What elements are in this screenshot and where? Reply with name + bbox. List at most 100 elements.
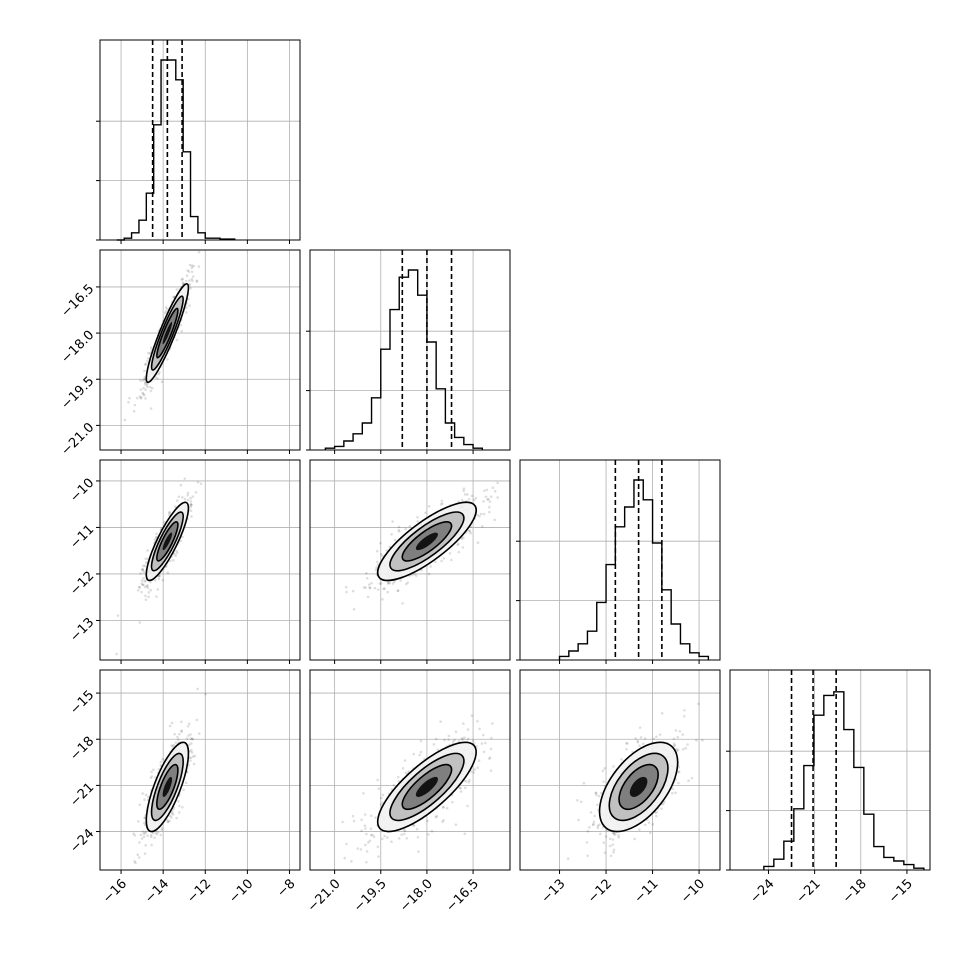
scatter-point bbox=[148, 352, 152, 355]
hist-frame-3 bbox=[729, 669, 931, 871]
scatter-point bbox=[482, 512, 486, 516]
scatter-point bbox=[582, 781, 586, 785]
scatter-point bbox=[133, 834, 137, 837]
scatter-point bbox=[445, 806, 449, 810]
density-core bbox=[162, 532, 173, 551]
scatter-point bbox=[681, 733, 685, 736]
density-core bbox=[162, 322, 173, 345]
scatter-point bbox=[676, 735, 680, 739]
panel-content bbox=[132, 687, 207, 865]
scatter-point bbox=[146, 586, 150, 590]
scatter-point bbox=[171, 745, 175, 748]
scatter-point bbox=[451, 740, 455, 743]
scatter-point bbox=[608, 837, 612, 841]
scatter-point bbox=[145, 561, 148, 565]
scatter-point bbox=[684, 746, 688, 750]
scatter-point bbox=[359, 848, 363, 851]
scatter-point bbox=[159, 833, 163, 837]
scatter-point bbox=[138, 803, 142, 807]
scatter-point bbox=[196, 687, 199, 691]
scatter-point bbox=[159, 760, 163, 764]
scatter-point bbox=[170, 744, 173, 747]
scatter-point bbox=[141, 568, 145, 572]
scatter-point bbox=[419, 750, 423, 754]
scatter-point bbox=[387, 581, 390, 584]
scatter-point bbox=[181, 281, 185, 284]
scatter-point bbox=[185, 306, 188, 310]
scatter-point bbox=[369, 833, 373, 837]
scatter-point bbox=[466, 804, 469, 808]
scatter-point bbox=[189, 500, 193, 503]
scatter-point bbox=[187, 734, 190, 737]
scatter-point bbox=[190, 737, 194, 741]
histogram-1 bbox=[324, 269, 484, 450]
scatter-point bbox=[195, 718, 199, 722]
scatter-point bbox=[138, 841, 141, 844]
scatter-point bbox=[593, 814, 596, 818]
scatter-point bbox=[471, 739, 475, 742]
scatter-point bbox=[434, 560, 437, 564]
scatter-point bbox=[175, 549, 178, 553]
scatter-point bbox=[147, 351, 150, 355]
scatter-point bbox=[566, 857, 570, 861]
scatter-point bbox=[189, 759, 192, 762]
scatter-point bbox=[156, 377, 159, 380]
scatter-point bbox=[604, 835, 608, 838]
scatter-point bbox=[636, 739, 640, 743]
scatter-point bbox=[654, 814, 658, 818]
scatter-point bbox=[189, 496, 192, 500]
scatter-point bbox=[401, 602, 404, 605]
scatter-point bbox=[150, 770, 153, 774]
scatter-point bbox=[440, 559, 443, 563]
scatter-point bbox=[479, 512, 483, 516]
histogram-3 bbox=[763, 691, 925, 870]
scatter-point bbox=[396, 589, 400, 592]
scatter-point bbox=[676, 748, 680, 752]
scatter-point bbox=[695, 739, 698, 742]
scatter-point bbox=[643, 737, 647, 740]
scatter-point bbox=[414, 574, 418, 577]
scatter-point bbox=[596, 824, 600, 828]
scatter-point bbox=[160, 827, 164, 830]
scatter-point bbox=[191, 737, 194, 741]
scatter-point bbox=[633, 837, 636, 841]
scatter-point bbox=[127, 400, 130, 404]
scatter-point bbox=[481, 733, 485, 737]
scatter-point bbox=[172, 743, 176, 747]
scatter-point bbox=[143, 369, 146, 373]
density-core bbox=[162, 776, 173, 797]
scatter-point bbox=[190, 751, 194, 754]
scatter-point bbox=[463, 493, 467, 496]
panel-content bbox=[115, 477, 203, 656]
scatter-point bbox=[158, 574, 162, 578]
scatter-point bbox=[143, 821, 146, 825]
scatter-point bbox=[467, 497, 471, 501]
scatter-point bbox=[365, 860, 368, 864]
scatter-point bbox=[149, 407, 153, 410]
scatter-point bbox=[476, 766, 479, 770]
scatter-point bbox=[196, 480, 200, 484]
scatter-point bbox=[391, 582, 395, 585]
scatter-point bbox=[390, 533, 393, 536]
scatter-point bbox=[146, 357, 150, 360]
scatter-point bbox=[365, 832, 368, 836]
scatter-point bbox=[144, 585, 147, 589]
scatter-point bbox=[462, 487, 466, 490]
scatter-point bbox=[146, 584, 149, 587]
scatter-point bbox=[186, 269, 190, 272]
scatter-point bbox=[176, 735, 179, 739]
scatter-point bbox=[144, 557, 148, 561]
scatter-point bbox=[190, 264, 194, 267]
scatter-point bbox=[179, 483, 183, 487]
scatter-point bbox=[661, 802, 665, 806]
scatter-point bbox=[137, 856, 141, 859]
scatter-point bbox=[381, 793, 385, 797]
scatter-point bbox=[480, 742, 484, 745]
scatter-point bbox=[380, 837, 384, 841]
scatter-point bbox=[397, 837, 401, 840]
scatter-point bbox=[393, 538, 397, 542]
scatter-point bbox=[588, 826, 591, 829]
scatter-point bbox=[204, 692, 207, 696]
scatter-point bbox=[149, 835, 153, 839]
scatter-point bbox=[153, 836, 156, 840]
